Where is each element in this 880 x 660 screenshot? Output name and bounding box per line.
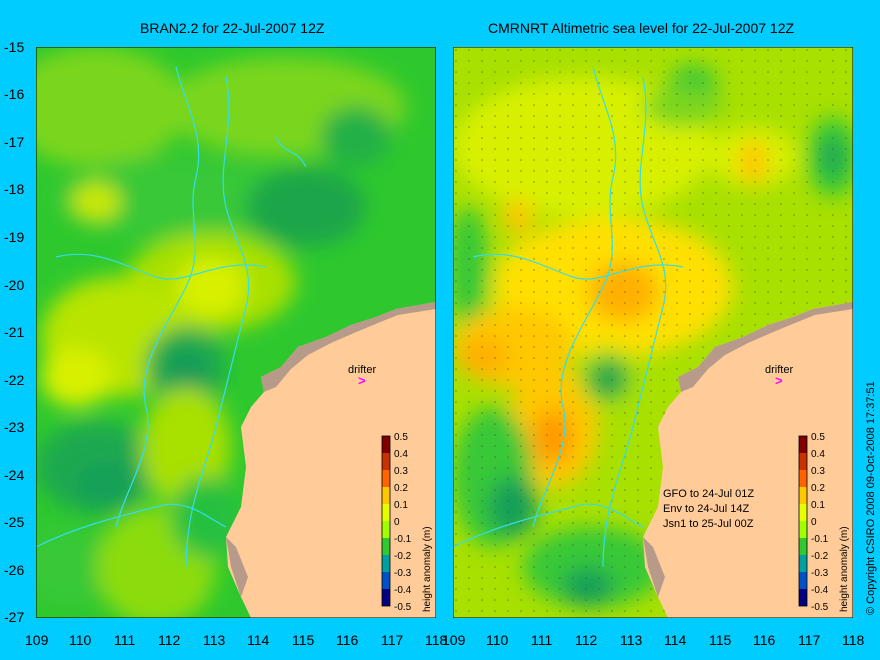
bathymetry-contours bbox=[453, 66, 684, 568]
satellite-note: GFO to 24-Jul 01Z bbox=[663, 488, 754, 500]
x-tick-label: 114 bbox=[247, 632, 270, 648]
x-tick-label: 117 bbox=[381, 632, 404, 648]
x-tick-label: 111 bbox=[531, 632, 553, 648]
legend-tick: -0.2 bbox=[394, 551, 412, 562]
legend-tick: 0.3 bbox=[394, 466, 408, 477]
x-tick-label: 113 bbox=[620, 632, 643, 648]
satellite-note: Jsn1 to 25-Jul 00Z bbox=[663, 518, 754, 530]
legend-tick: -0.4 bbox=[394, 585, 412, 596]
x-tick-label: 118 bbox=[842, 632, 865, 648]
x-tick-label: 112 bbox=[575, 632, 598, 648]
drifter-label: drifter bbox=[765, 364, 793, 376]
y-tick-label: -26 bbox=[4, 562, 25, 578]
y-tick-label: -16 bbox=[4, 86, 25, 102]
right-colorbar: 0.5 0.4 0.3 0.2 0.1 0 -0.1 -0.2 -0.3 -0.… bbox=[798, 432, 850, 613]
y-tick-label: -20 bbox=[4, 277, 25, 293]
y-tick-label: -24 bbox=[4, 467, 25, 483]
right-map: drifter > GFO to 24-Jul 01Z Env to 24-Ju… bbox=[453, 47, 853, 618]
legend-tick: -0.5 bbox=[811, 602, 829, 613]
legend-tick: -0.2 bbox=[811, 551, 829, 562]
drifter-marker-icon: > bbox=[775, 373, 783, 388]
y-tick-label: -25 bbox=[4, 514, 25, 530]
x-tick-label: 109 bbox=[442, 632, 466, 648]
legend-tick: 0.4 bbox=[394, 449, 408, 460]
left-map: drifter > 0.5 0.4 0.3 0.2 0.1 0 -0.1 -0.… bbox=[36, 47, 436, 618]
x-tick-label: 116 bbox=[336, 632, 359, 648]
legend-tick: -0.5 bbox=[394, 602, 412, 613]
x-tick-label: 115 bbox=[709, 632, 732, 648]
left-panel-title: BRAN2.2 for 22-Jul-2007 12Z bbox=[140, 20, 325, 36]
x-tick-label: 114 bbox=[664, 632, 687, 648]
x-tick-label: 117 bbox=[798, 632, 821, 648]
drifter-label: drifter bbox=[348, 364, 376, 376]
x-tick-label: 110 bbox=[486, 632, 509, 648]
legend-tick: 0.2 bbox=[811, 483, 825, 494]
legend-label: height anomaly (m) bbox=[839, 526, 850, 612]
right-panel-title: CMRNRT Altimetric sea level for 22-Jul-2… bbox=[488, 20, 795, 36]
legend-tick: 0.5 bbox=[394, 432, 408, 443]
legend-tick: 0 bbox=[394, 517, 400, 528]
x-tick-label: 109 bbox=[25, 632, 49, 648]
y-tick-label: -18 bbox=[4, 181, 25, 197]
y-tick-label: -27 bbox=[4, 609, 25, 625]
anomaly-field bbox=[36, 47, 406, 618]
legend-tick: 0.3 bbox=[811, 466, 825, 477]
legend-tick: 0.1 bbox=[394, 500, 408, 511]
x-tick-label: 115 bbox=[292, 632, 315, 648]
bathymetry-contours bbox=[36, 66, 307, 568]
y-tick-label: -21 bbox=[4, 324, 25, 340]
drifter-marker-icon: > bbox=[358, 373, 366, 388]
legend-tick: -0.3 bbox=[811, 568, 829, 579]
y-tick-label: -17 bbox=[4, 134, 25, 150]
legend-tick: 0.1 bbox=[811, 500, 825, 511]
legend-tick: 0.4 bbox=[811, 449, 825, 460]
x-tick-label: 111 bbox=[114, 632, 136, 648]
legend-tick: -0.3 bbox=[394, 568, 412, 579]
y-tick-label: -15 bbox=[4, 39, 25, 55]
legend-tick: -0.1 bbox=[394, 534, 412, 545]
left-colorbar: 0.5 0.4 0.3 0.2 0.1 0 -0.1 -0.2 -0.3 -0.… bbox=[381, 432, 433, 613]
x-tick-label: 118 bbox=[425, 632, 448, 648]
legend-tick: 0.2 bbox=[394, 483, 408, 494]
coastline bbox=[226, 302, 436, 597]
satellite-note: Env to 24-Jul 14Z bbox=[663, 503, 749, 515]
legend-tick: -0.1 bbox=[811, 534, 829, 545]
y-tick-label: -22 bbox=[4, 372, 25, 388]
x-tick-label: 110 bbox=[69, 632, 92, 648]
y-tick-label: -19 bbox=[4, 229, 25, 245]
legend-tick: 0.5 bbox=[811, 432, 825, 443]
copyright-notice: © Copyright CSIRO 2008 09-Oct-2008 17:37… bbox=[865, 381, 877, 615]
x-tick-label: 113 bbox=[203, 632, 226, 648]
legend-tick: -0.4 bbox=[811, 585, 829, 596]
legend-tick: 0 bbox=[811, 517, 817, 528]
coastline bbox=[643, 302, 853, 597]
legend-label: height anomaly (m) bbox=[422, 526, 433, 612]
x-tick-label: 116 bbox=[753, 632, 776, 648]
y-tick-label: -23 bbox=[4, 419, 25, 435]
x-tick-label: 112 bbox=[158, 632, 181, 648]
